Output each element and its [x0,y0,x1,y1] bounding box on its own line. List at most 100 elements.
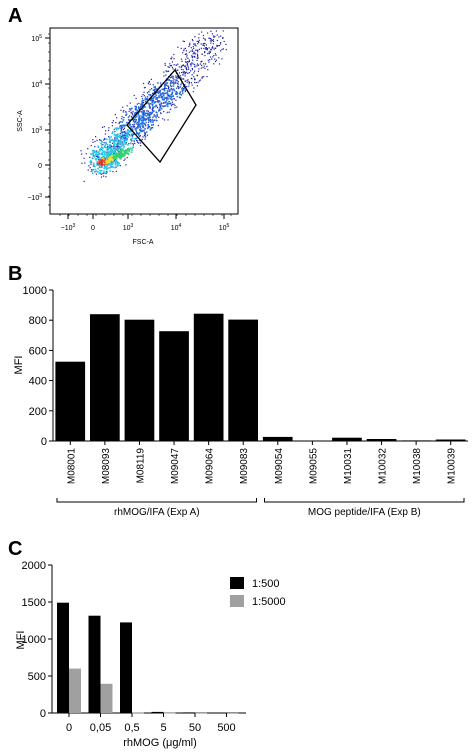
density-dot [108,140,111,142]
density-dot [160,102,162,104]
density-dot [104,159,107,162]
density-dot [204,42,206,44]
density-dot [111,158,113,161]
density-dot [114,158,116,161]
density-dot [131,107,133,110]
density-dot [135,107,138,109]
density-dot [140,111,143,113]
density-dot [136,109,139,112]
y-tick-label: 1500 [22,597,46,609]
density-dot [166,96,168,98]
density-dot [128,134,130,136]
density-dot [179,86,182,88]
density-dot [170,64,173,67]
density-dot [143,95,145,97]
y-tick-label: 800 [29,315,47,327]
density-dot [136,140,138,142]
density-dot [146,112,149,115]
y-axis: 0 500 1000 1500 2000 [22,560,246,720]
x-tick-labels: 0 0,05 0,5 5 50 500 [66,713,236,734]
density-dot [198,41,200,43]
density-dot [120,138,122,140]
density-dot [126,134,128,136]
density-dot [143,122,145,124]
density-dot [167,85,169,87]
bar [124,319,155,441]
density-dot [184,73,186,75]
density-dot [177,63,179,65]
density-dot [193,87,195,89]
density-dot [129,147,132,150]
density-dot [199,63,201,65]
density-dot [92,139,94,141]
density-dot [109,166,112,169]
density-dot [153,101,156,104]
density-dot [103,126,105,128]
density-dot [153,86,156,88]
density-dot [197,81,199,83]
density-dot [151,111,154,113]
density-dot [167,94,170,97]
density-dot [130,140,133,142]
density-dot [140,130,142,133]
density-dot [91,169,93,172]
density-dot [211,33,213,35]
density-dot [120,130,122,132]
density-dot [147,124,150,127]
density-dot [105,160,108,162]
density-dot [110,136,112,138]
density-dot [194,66,196,68]
density-dot [114,166,116,169]
density-dot [107,154,110,156]
density-dot [192,91,194,93]
density-dot [188,72,190,74]
density-dot [110,150,113,153]
density-dot [95,151,97,153]
density-dot [104,158,107,161]
density-dot [210,30,212,32]
density-dot [205,63,207,65]
density-dot [190,70,192,72]
bars [55,313,466,441]
density-dot [130,109,132,111]
density-dot [183,72,185,74]
density-dot [121,128,123,130]
density-dot [202,44,204,46]
density-dot [163,88,166,91]
y-axis-ticks: −103 0 103 104 105 [27,33,50,206]
density-dot [161,93,163,95]
density-dot [109,152,111,155]
density-dot [139,145,142,147]
density-dot [192,50,194,52]
density-dot [108,136,110,138]
density-dot [210,40,213,42]
density-dot [119,136,121,138]
density-dot [190,50,192,52]
density-dot [194,63,196,66]
density-dot [194,65,196,67]
density-dot [198,80,201,82]
density-dot [131,149,133,151]
density-dot [126,138,128,140]
density-dot [215,59,218,61]
density-dot [115,160,118,162]
density-dot [97,158,100,160]
density-dot [81,162,83,164]
bars [57,602,239,714]
density-dot [159,94,162,96]
density-dot [124,154,126,156]
density-dot [171,88,173,90]
density-dot [93,151,96,153]
density-dot [185,61,187,63]
density-dot [176,92,179,94]
density-dot [100,176,103,178]
density-dot [141,113,144,115]
density-dot [127,136,130,138]
density-dot [143,82,145,85]
density-dot [218,57,220,59]
density-dot [181,89,184,92]
density-dot [130,151,133,153]
density-dot [148,81,150,83]
density-dot [107,129,110,131]
density-dot [122,124,125,127]
